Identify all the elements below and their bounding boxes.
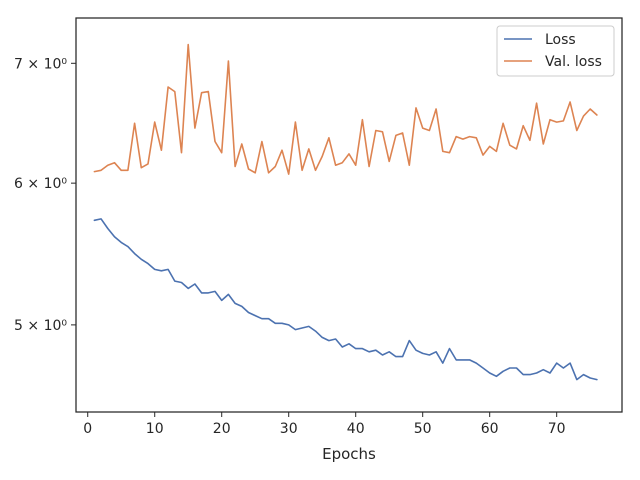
x-tick-label: 60 [481, 421, 499, 437]
plot-lines [93, 43, 598, 381]
series-line-loss [93, 218, 598, 381]
x-axis-title: Epochs [322, 445, 376, 463]
x-tick-label: 0 [83, 421, 92, 437]
legend-label: Val. loss [545, 54, 602, 70]
x-tick-label: 10 [146, 421, 164, 437]
legend-label: Loss [545, 32, 576, 48]
y-tick-label: 7 × 10⁰ [14, 56, 67, 72]
series-line-val-loss [93, 43, 598, 175]
x-tick-label: 40 [347, 421, 365, 437]
legend: Loss Val. loss [496, 25, 615, 77]
x-tick-label: 50 [414, 421, 432, 437]
y-axis-ticks: 5 × 10⁰ 6 × 10⁰ 7 × 10⁰ [14, 56, 76, 334]
y-tick-label: 6 × 10⁰ [14, 176, 67, 192]
x-tick-label: 20 [213, 421, 231, 437]
plot-frame [75, 17, 623, 413]
x-axis-ticks: 0 10 20 30 40 50 60 70 [83, 412, 566, 437]
x-tick-label: 70 [548, 421, 566, 437]
x-tick-label: 30 [280, 421, 298, 437]
y-tick-label: 5 × 10⁰ [14, 318, 67, 334]
